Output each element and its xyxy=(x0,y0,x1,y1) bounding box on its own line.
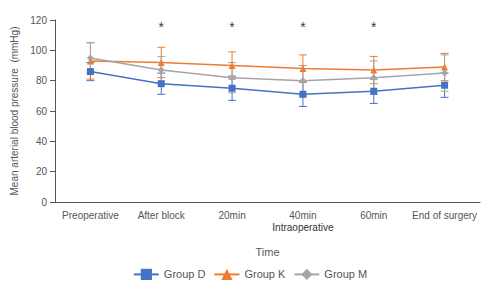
svg-text:Intraoperative: Intraoperative xyxy=(272,222,334,233)
svg-text:*: * xyxy=(371,19,377,35)
svg-text:Mean arterial blood pressure: Mean arterial blood pressure (mmHg) xyxy=(9,27,20,196)
svg-text:0: 0 xyxy=(41,197,47,208)
svg-text:*: * xyxy=(229,19,235,35)
svg-text:100: 100 xyxy=(30,45,47,56)
svg-text:Group K: Group K xyxy=(244,268,286,280)
svg-text:40: 40 xyxy=(36,136,48,147)
svg-text:Preoperative: Preoperative xyxy=(62,210,119,221)
svg-text:60: 60 xyxy=(36,106,48,117)
svg-text:20: 20 xyxy=(36,166,48,177)
svg-text:*: * xyxy=(300,19,306,35)
svg-text:80: 80 xyxy=(36,75,48,86)
svg-text:Group D: Group D xyxy=(164,268,206,280)
svg-text:Group M: Group M xyxy=(324,268,367,280)
svg-text:20min: 20min xyxy=(218,210,245,221)
svg-text:After block: After block xyxy=(138,210,186,221)
svg-text:120: 120 xyxy=(30,15,47,26)
svg-text:Time: Time xyxy=(255,246,279,258)
svg-text:60min: 60min xyxy=(360,210,387,221)
svg-text:*: * xyxy=(159,19,165,35)
svg-text:40min: 40min xyxy=(289,210,316,221)
svg-text:End of surgery: End of surgery xyxy=(412,210,477,221)
